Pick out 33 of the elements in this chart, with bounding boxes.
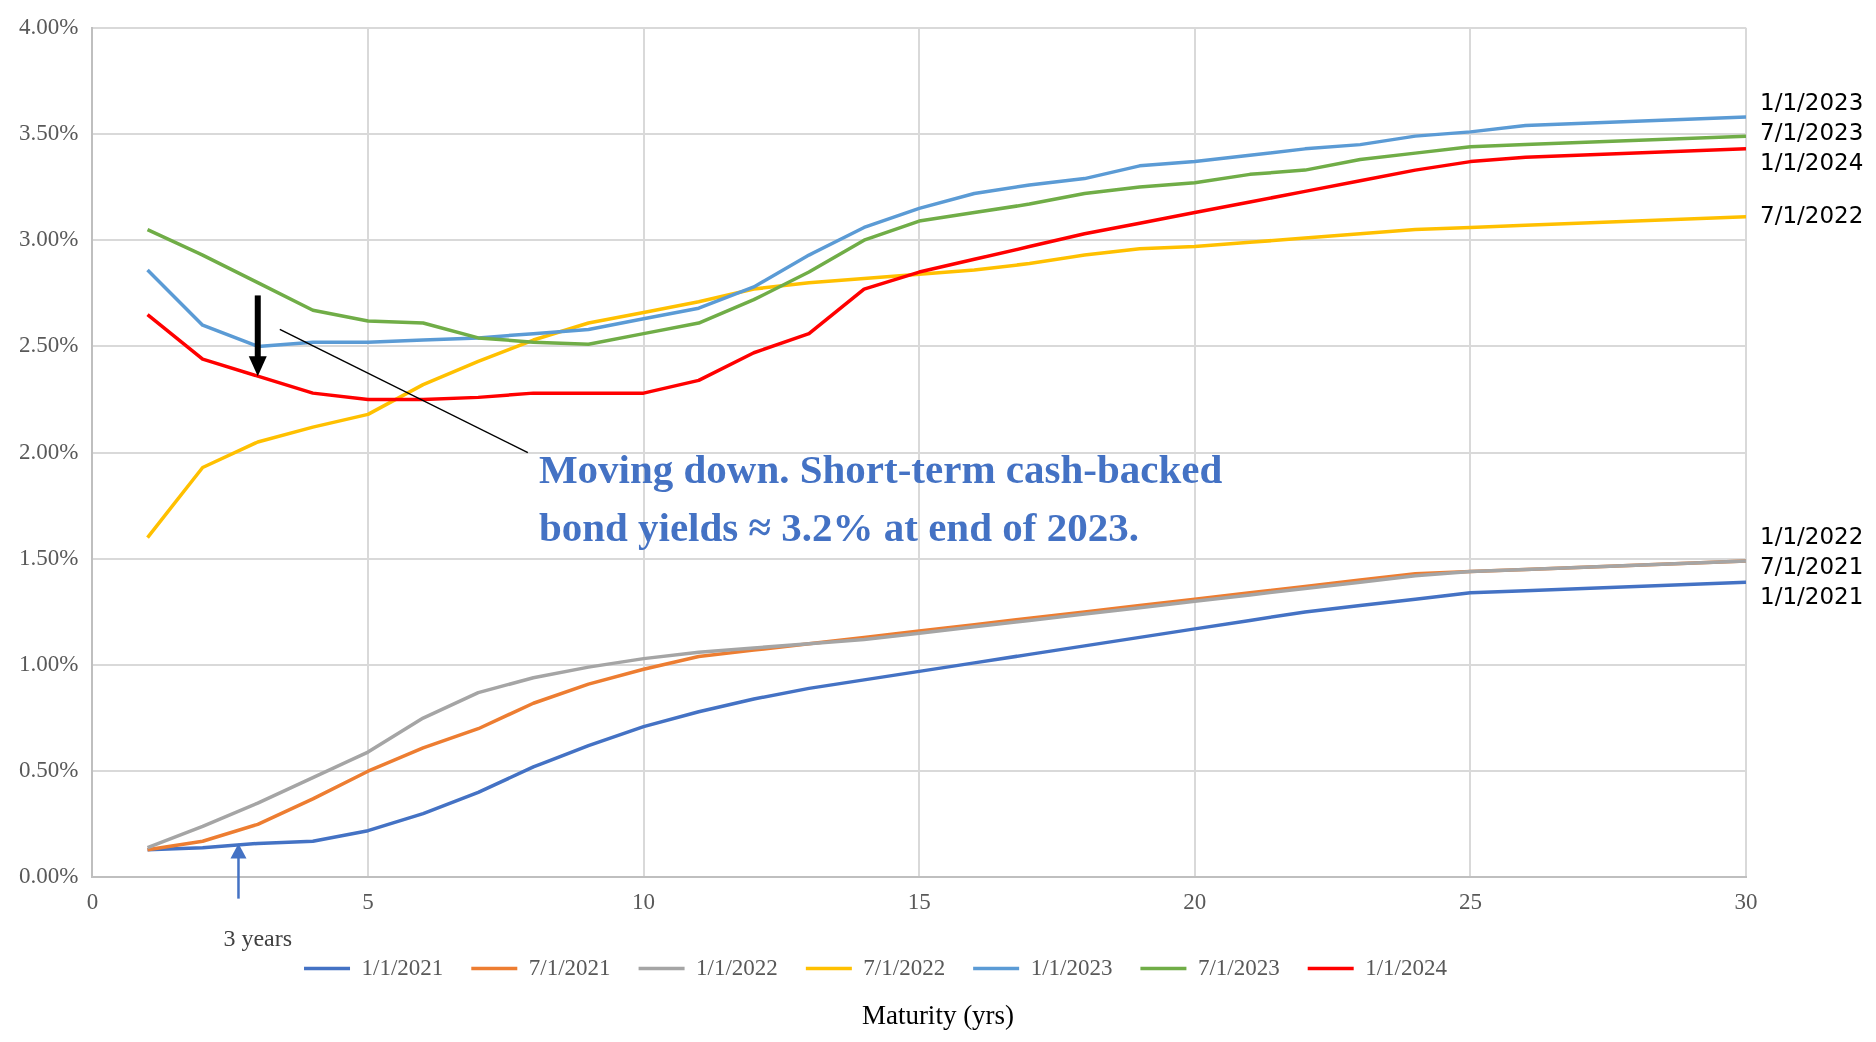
y-tick-label: 1.00%	[18, 651, 79, 677]
legend-label: 1/1/2023	[1030, 954, 1113, 980]
x-tick-label: 5	[362, 889, 374, 915]
y-tick-label: 0.00%	[18, 863, 79, 889]
text: 1/1/2024	[1760, 148, 1864, 175]
legend-label: 1/1/2024	[1365, 954, 1448, 980]
y-tick-label: 2.00%	[18, 438, 79, 464]
x-tick-label: 0	[86, 889, 99, 915]
x-tick-label: 30	[1734, 889, 1758, 915]
x-tick-label: 25	[1458, 889, 1482, 915]
legend-label: 1/1/2021	[361, 954, 444, 980]
text: 1/1/2023	[1760, 88, 1864, 115]
x-tick-label: 15	[907, 889, 931, 915]
text: 1/1/2022	[1760, 522, 1864, 549]
x-tick-label: 10	[632, 889, 656, 915]
x-axis-title: Maturity (yrs)	[860, 1000, 1016, 1031]
y-tick-label: 0.50%	[18, 757, 79, 783]
legend-label: 7/1/2021	[528, 954, 611, 980]
legend-label: 7/1/2023	[1197, 954, 1280, 980]
legend-label: 7/1/2022	[863, 954, 946, 980]
text: 7/1/2021	[1760, 552, 1864, 579]
text: 3 years	[223, 924, 293, 951]
text: 7/1/2023	[1760, 118, 1864, 145]
y-tick-label: 3.00%	[18, 226, 79, 252]
y-tick-label: 2.50%	[18, 332, 79, 358]
y-tick-label: 4.00%	[18, 13, 79, 39]
text: 1/1/2021	[1760, 582, 1864, 609]
legend-label: 1/1/2022	[696, 954, 778, 980]
y-tick-label: 3.50%	[18, 120, 79, 146]
y-tick-label: 1.50%	[18, 544, 79, 570]
x-tick-label: 20	[1183, 889, 1207, 915]
text: 7/1/2022	[1760, 201, 1864, 228]
annotation: Moving down. Short-term cash-backed bond yields ≈ 3.2% at end of 2023.	[538, 444, 1224, 552]
